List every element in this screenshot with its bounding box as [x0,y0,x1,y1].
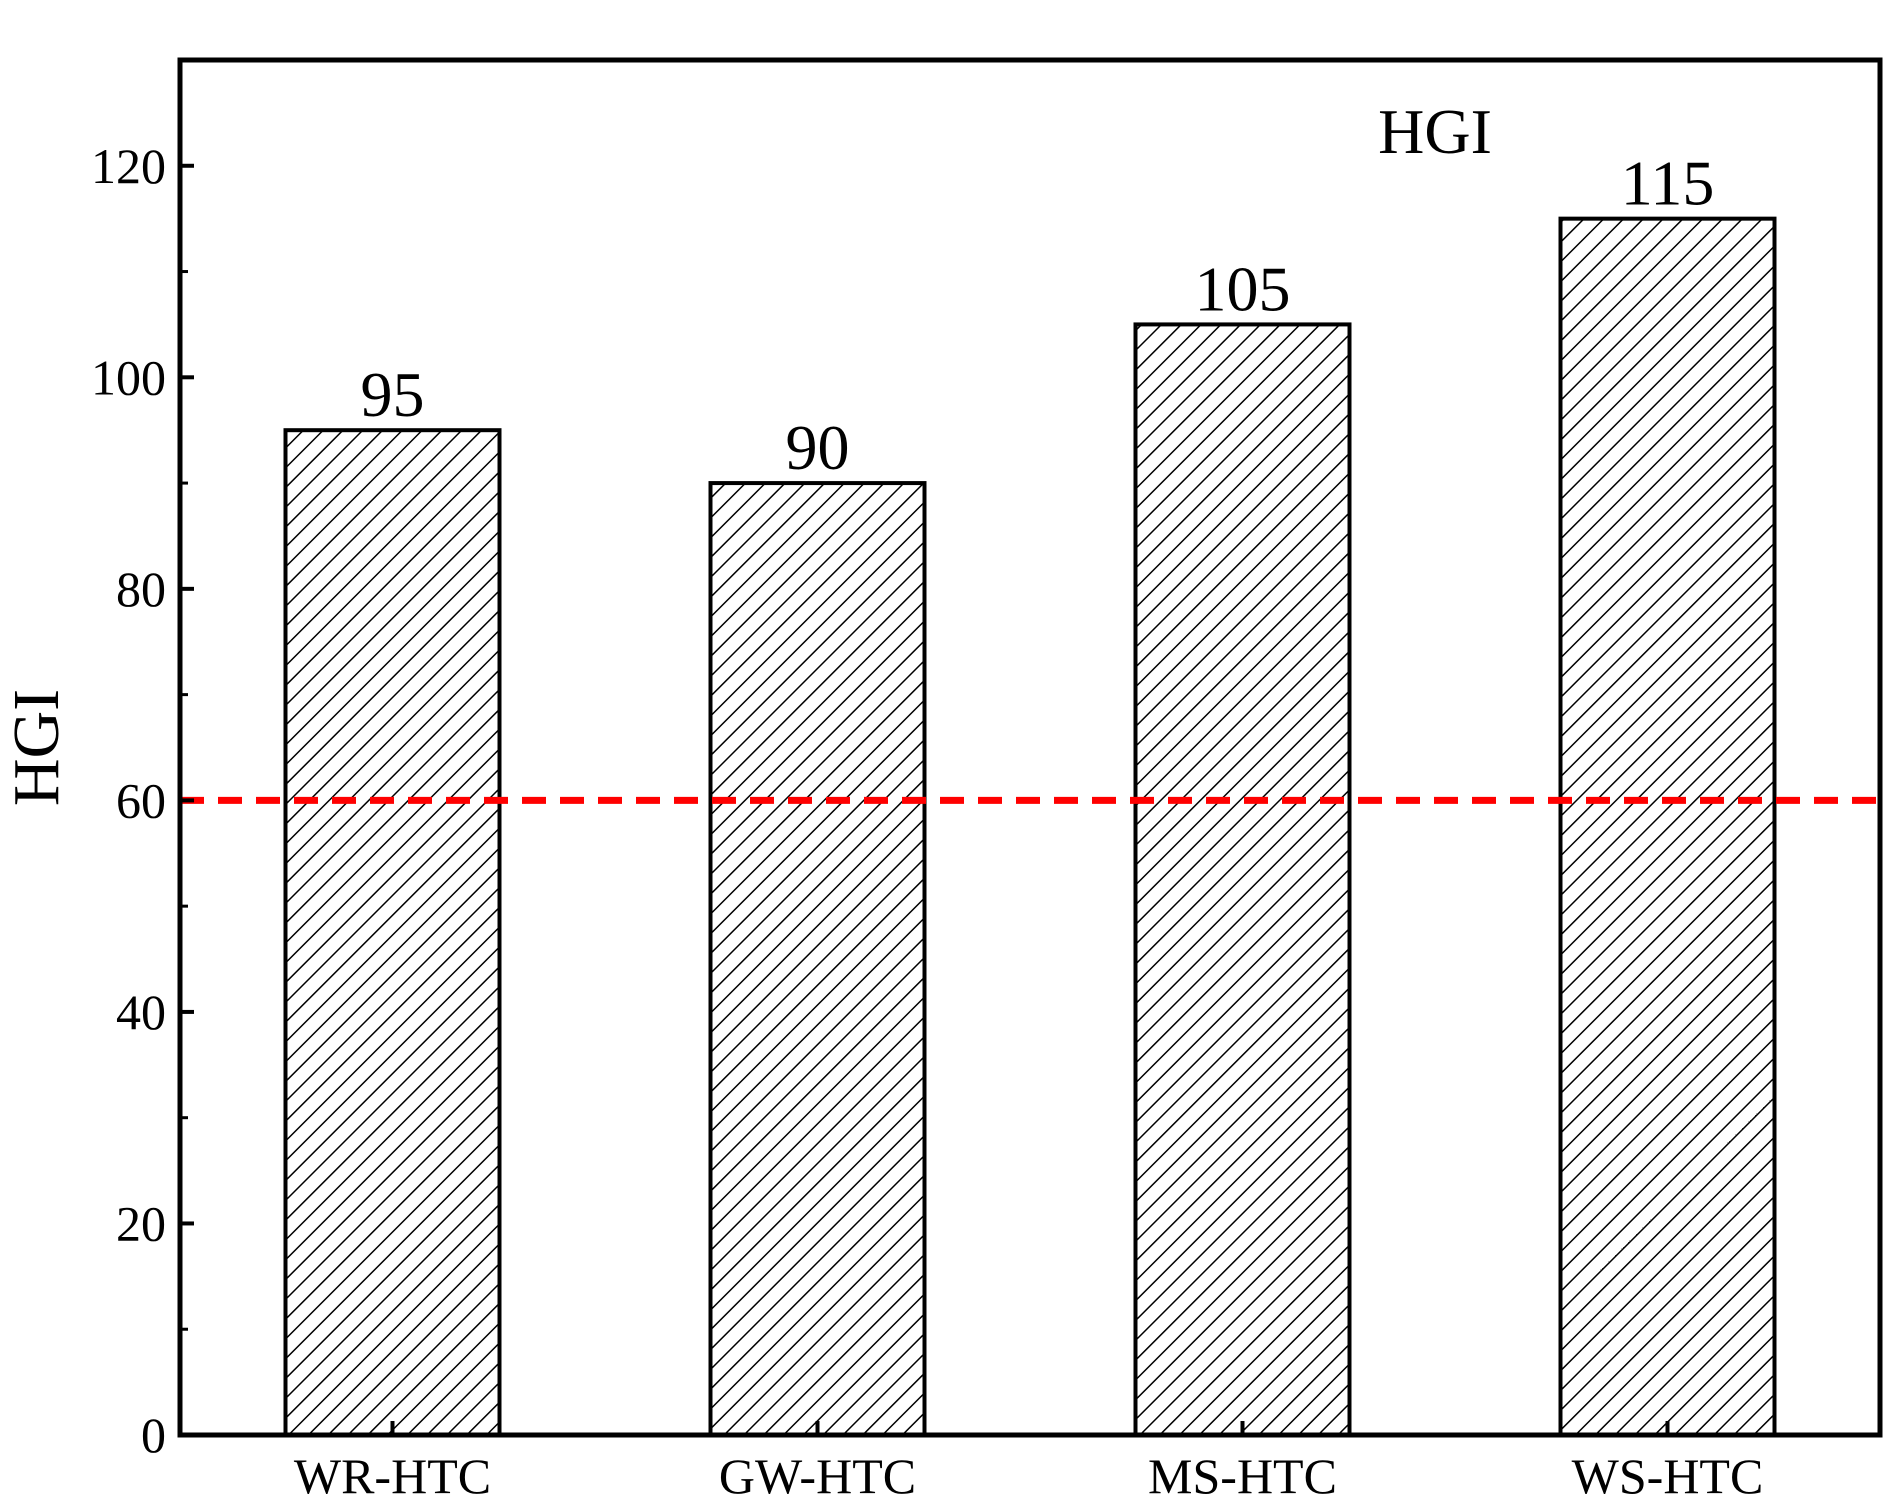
labels-layer: 95 90 105 115 0 20 40 60 80 100 120 WR-HTC GW-HTC MS-… [91,138,1763,1504]
y-tick-label: 80 [116,561,166,617]
bar-ws-htc [1558,216,1777,1438]
x-category-label: GW-HTC [719,1448,916,1504]
y-tick-label: 100 [91,349,166,405]
x-category-label: WS-HTC [1572,1448,1764,1504]
y-tick-label: 20 [116,1195,166,1251]
y-tick-label: 40 [116,984,166,1040]
bar-value-label: 90 [786,412,850,483]
bar-ms-htc [1133,322,1352,1437]
x-category-label: WR-HTC [294,1448,491,1504]
x-category-label: MS-HTC [1148,1448,1337,1504]
bar-value-label: 115 [1621,148,1715,219]
panel-label: HGI [1378,96,1492,167]
plot-frame [177,57,1883,1438]
bar-gw-htc [708,481,927,1438]
y-tick-label: 120 [91,138,166,194]
bar-value-label: 105 [1195,253,1291,324]
y-axis-title: HGI [0,689,73,806]
ticks-layer [180,163,1670,1437]
bar-value-label: 95 [361,359,425,430]
bars-layer [283,216,1777,1438]
bar-wr-htc [283,428,502,1437]
y-tick-label: 60 [116,772,166,828]
y-tick-label: 0 [141,1407,166,1463]
